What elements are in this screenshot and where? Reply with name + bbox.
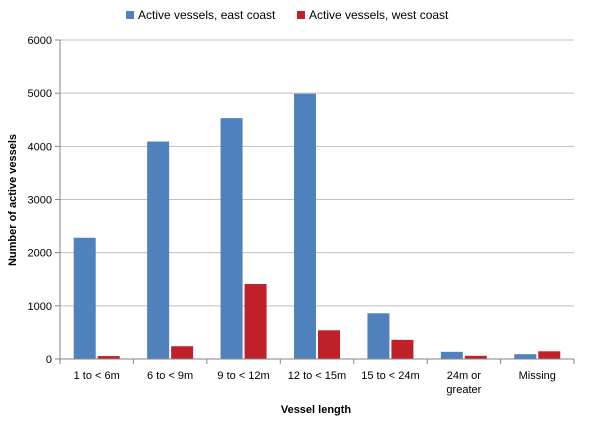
bar-east-coast [440, 351, 463, 359]
x-tick-labels: 1 to < 6m 6 to < 9m 9 to < 12m 12 to < 15m 1… [74, 370, 556, 396]
legend-label-west: Active vessels, west coast [309, 8, 449, 22]
x-tick-label: 15 to < 24m [361, 370, 419, 382]
x-tick-label: 9 to < 12m [217, 370, 269, 382]
y-tick-label: 1000 [28, 301, 52, 313]
y-tick-label: 5000 [28, 88, 52, 100]
y-tick-label: 4000 [28, 141, 52, 153]
bar-west-coast [318, 330, 340, 359]
bars [73, 93, 561, 359]
y-axis-title: Number of active vessels [7, 134, 19, 266]
y-tick-labels: 0 1000 2000 3000 4000 5000 6000 [28, 35, 52, 366]
x-tick-label: Missing [519, 370, 556, 382]
legend-swatch-west [297, 11, 305, 19]
y-tick-label: 3000 [28, 195, 52, 207]
bar-east-coast [73, 237, 96, 359]
bar-west-coast [391, 339, 414, 359]
bar-east-coast [514, 354, 537, 359]
bar-west-coast [171, 346, 194, 359]
legend-swatch-east [126, 11, 134, 19]
x-axis-title: Vessel length [281, 404, 352, 416]
bar-east-coast [220, 118, 243, 359]
bar-west-coast [97, 356, 120, 359]
y-tick-label: 2000 [28, 248, 52, 260]
bar-west-coast [538, 351, 561, 359]
x-tick-label: 24m or [447, 370, 482, 382]
y-tick-label: 0 [46, 354, 52, 366]
axes [59, 40, 575, 364]
y-tick-label: 6000 [28, 35, 52, 47]
x-tick-label: 6 to < 9m [147, 370, 193, 382]
bar-east-coast [294, 93, 316, 359]
bar-west-coast [244, 284, 267, 359]
gridlines [55, 39, 574, 360]
x-tick-label: greater [446, 384, 481, 396]
x-tick-label: 1 to < 6m [74, 370, 120, 382]
bar-east-coast [367, 313, 390, 359]
bar-west-coast [464, 355, 487, 359]
bar-east-coast [147, 141, 170, 359]
x-tick-label: 12 to < 15m [288, 370, 346, 382]
legend: Active vessels, east coast Active vessel… [126, 8, 449, 22]
legend-label-east: Active vessels, east coast [138, 8, 276, 22]
